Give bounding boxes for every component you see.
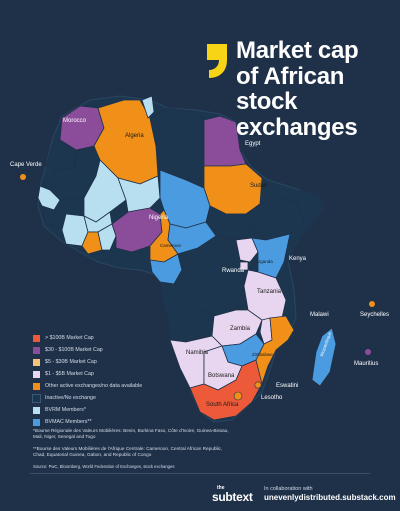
title-line-2: of African (236, 62, 345, 90)
label-algeria: Algeria (125, 133, 144, 139)
title: Market cap of African stock exchanges (236, 37, 359, 141)
legend-label: $5 - $30B Market Cap (45, 359, 97, 365)
country-kenya (251, 233, 291, 279)
label-malawi: Malawi (310, 312, 329, 318)
country-mozambique (253, 315, 295, 385)
label-uganda: Uganda (257, 259, 273, 264)
note-bvmac: **Bourse des Valeurs Mobilières de l'Afr… (33, 446, 223, 458)
label-mauritius: Mauritius (354, 361, 379, 367)
legend-swatch (33, 418, 40, 426)
title-line-4: exchanges (236, 113, 358, 141)
legend-item: > $100B Market Cap (33, 332, 142, 344)
label-namibia: Namibia (186, 350, 209, 356)
country-ghana (81, 231, 103, 255)
marker-mauritius (365, 349, 371, 355)
legend-swatch (33, 382, 40, 390)
label-sudan: Sudan (250, 183, 268, 189)
title-line-3: stock (236, 88, 298, 115)
title-line-1: Market cap (236, 37, 359, 64)
country-niger (117, 175, 161, 213)
country-madagascar (311, 327, 337, 387)
legend-item: $1 - $5B Market Cap (33, 368, 142, 380)
country-tunisia (141, 95, 155, 119)
legend-label: Inactive/No exchange (45, 395, 96, 401)
legend-swatch (33, 370, 40, 378)
label-eswatini: Eswatini (276, 383, 299, 389)
legend-label: $1 - $5B Market Cap (45, 371, 94, 377)
label-tanzania: Tanzania (257, 289, 282, 295)
country-somalia (283, 189, 325, 264)
label-egypt: Egypt (245, 141, 261, 147)
legend-item: BVRM Members* (33, 404, 142, 416)
label-cameroon: Cameroon (160, 243, 182, 248)
label-seychelles: Seychelles (360, 312, 390, 318)
label-nigeria: Nigeria (149, 215, 169, 221)
country-south-africa (189, 359, 263, 421)
label-zambia: Zambia (230, 326, 251, 332)
legend-label: Other active exchanges/no data available (45, 383, 143, 389)
collab-link[interactable]: unevenlydistributed.substack.com (264, 493, 396, 502)
logo-the: the (217, 485, 225, 491)
legend-item: $30 - $100B Market Cap (33, 344, 142, 356)
label-lesotho: Lesotho (261, 395, 283, 401)
subtext-bracket-icon (207, 44, 227, 78)
legend-item: $5 - $30B Market Cap (33, 356, 142, 368)
legend-item: Other active exchanges/no data available (33, 380, 142, 392)
legend-label: BVRM Members* (45, 407, 86, 413)
legend-swatch (33, 346, 40, 354)
legend-label: BVMAC Members** (45, 419, 92, 425)
footer-divider (30, 473, 370, 474)
legend-swatch (32, 393, 41, 403)
legend: > $100B Market Cap $30 - $100B Market Ca… (32, 332, 142, 428)
legend-label: > $100B Market Cap (45, 335, 94, 341)
source-text: Source: PwC, Bloomberg, World Federation… (33, 464, 175, 469)
label-kenya: Kenya (289, 256, 307, 262)
legend-swatch (33, 334, 40, 342)
legend-label: $30 - $100B Market Cap (45, 347, 103, 353)
legend-item: BVMAC Members** (33, 416, 142, 428)
legend-swatch (33, 406, 40, 414)
label-botswana: Botswana (208, 373, 235, 379)
note-brvm: *Bourse Régionale des Valeurs Mobilières… (33, 428, 229, 440)
label-zimbabwe: Zimbabwe (252, 352, 273, 357)
country-benin (97, 223, 117, 251)
legend-swatch (33, 358, 40, 366)
collaboration-credit: In collaboration with unevenlydistribute… (264, 486, 396, 502)
logo-subtext: subtext (212, 490, 253, 504)
label-morocco: Morocco (63, 118, 87, 124)
country-uganda (235, 237, 259, 263)
label-rwanda: Rwanda (222, 268, 245, 274)
label-cape-verde: Cape Verde (10, 162, 42, 168)
country-lesotho (233, 391, 243, 401)
collab-intro: In collaboration with (264, 486, 313, 492)
marker-cape-verde (20, 174, 26, 180)
legend-item: Inactive/No exchange (32, 392, 142, 404)
country-eswatini (254, 381, 262, 389)
marker-seychelles (369, 301, 375, 307)
label-south-africa: South Africa (206, 402, 239, 408)
